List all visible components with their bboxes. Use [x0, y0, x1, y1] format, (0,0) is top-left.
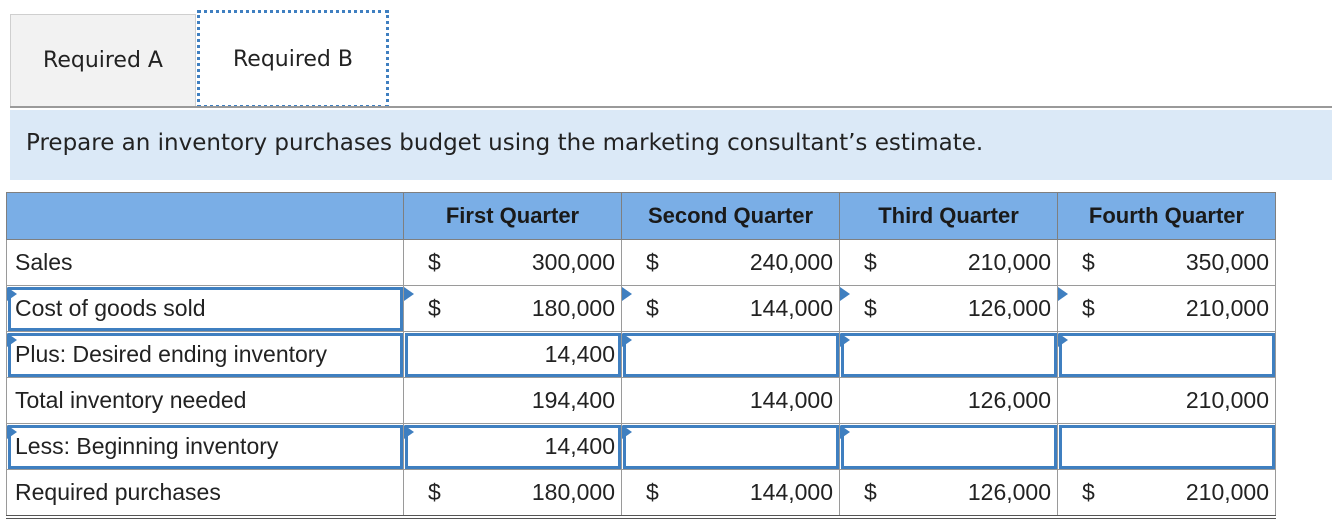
currency-symbol: $ — [864, 295, 877, 321]
currency-symbol: $ — [864, 479, 877, 505]
tab-required-b[interactable]: Required B — [197, 10, 389, 108]
header-third-quarter: Third Quarter — [839, 192, 1058, 240]
cell-value: 180,000 — [531, 295, 615, 321]
cell-value: 14,400 — [544, 433, 615, 459]
input-beginning-inventory-q3[interactable] — [839, 423, 1058, 470]
tab-bar: Required A Required B — [10, 10, 1332, 108]
cell-purchases-q1: $180,000 — [403, 469, 622, 519]
cell-value: 194,400 — [531, 387, 615, 413]
row-label-cost-of-goods-sold[interactable]: Cost of goods sold — [6, 285, 404, 332]
cell-purchases-q3: $126,000 — [839, 469, 1058, 519]
input-ending-inventory-q1[interactable]: 14,400 — [403, 331, 622, 378]
cell-value: 144,000 — [749, 295, 833, 321]
input-ending-inventory-q2[interactable] — [621, 331, 840, 378]
cell-value: 210,000 — [1185, 295, 1269, 321]
row-label-text: Plus: Desired ending inventory — [15, 341, 327, 367]
instruction-banner: Prepare an inventory purchases budget us… — [10, 110, 1332, 180]
row-label-total-inventory-needed: Total inventory needed — [6, 377, 404, 424]
table-row: Required purchases $180,000 $144,000 $12… — [6, 469, 1276, 519]
cell-sales-q2: $240,000 — [621, 239, 840, 286]
tab-divider — [10, 106, 1332, 108]
cell-cogs-q4[interactable]: $210,000 — [1057, 285, 1276, 332]
currency-symbol: $ — [646, 249, 659, 275]
cell-value: 144,000 — [749, 479, 833, 505]
cell-value: 126,000 — [967, 479, 1051, 505]
dropdown-marker-icon — [840, 425, 850, 439]
cell-value: 300,000 — [531, 249, 615, 275]
cell-value: 210,000 — [967, 249, 1051, 275]
cell-total-q2: 144,000 — [621, 377, 840, 424]
cell-total-q3: 126,000 — [839, 377, 1058, 424]
dropdown-marker-icon — [7, 425, 17, 439]
table-row: Sales $300,000 $240,000 $210,000 $350,00… — [6, 239, 1276, 286]
input-ending-inventory-q4[interactable] — [1057, 331, 1276, 378]
row-label-desired-ending-inventory[interactable]: Plus: Desired ending inventory — [6, 331, 404, 378]
input-beginning-inventory-q1[interactable]: 14,400 — [403, 423, 622, 470]
row-label-text: Cost of goods sold — [15, 295, 206, 321]
currency-symbol: $ — [428, 249, 441, 275]
tab-required-a[interactable]: Required A — [10, 14, 196, 106]
cell-sales-q4: $350,000 — [1057, 239, 1276, 286]
row-label-beginning-inventory[interactable]: Less: Beginning inventory — [6, 423, 404, 470]
header-blank — [6, 192, 404, 240]
cell-value: 210,000 — [1185, 479, 1269, 505]
row-label-sales: Sales — [6, 239, 404, 286]
cell-cogs-q1[interactable]: $180,000 — [403, 285, 622, 332]
table-row: Total inventory needed 194,400 144,000 1… — [6, 377, 1276, 424]
cell-value: 14,400 — [544, 341, 615, 367]
dropdown-marker-icon — [7, 287, 17, 301]
input-beginning-inventory-q2[interactable] — [621, 423, 840, 470]
currency-symbol: $ — [1082, 295, 1095, 321]
cell-value: 180,000 — [531, 479, 615, 505]
cell-value: 240,000 — [749, 249, 833, 275]
cell-purchases-q2: $144,000 — [621, 469, 840, 519]
dropdown-marker-icon — [622, 287, 632, 301]
header-fourth-quarter: Fourth Quarter — [1057, 192, 1276, 240]
cell-value: 350,000 — [1185, 249, 1269, 275]
dropdown-marker-icon — [840, 333, 850, 347]
dropdown-marker-icon — [404, 287, 414, 301]
cell-sales-q1: $300,000 — [403, 239, 622, 286]
input-beginning-inventory-q4[interactable] — [1057, 423, 1276, 470]
table-header-row: First Quarter Second Quarter Third Quart… — [6, 192, 1276, 240]
cell-cogs-q3[interactable]: $126,000 — [839, 285, 1058, 332]
table-row: Less: Beginning inventory 14,400 — [6, 423, 1276, 470]
row-label-required-purchases: Required purchases — [6, 469, 404, 519]
dropdown-marker-icon — [622, 425, 632, 439]
dropdown-marker-icon — [1058, 287, 1068, 301]
currency-symbol: $ — [1082, 479, 1095, 505]
dropdown-marker-icon — [404, 425, 414, 439]
cell-total-q4: 210,000 — [1057, 377, 1276, 424]
header-second-quarter: Second Quarter — [621, 192, 840, 240]
table-row: Cost of goods sold $180,000 $144,000 $12… — [6, 285, 1276, 332]
currency-symbol: $ — [864, 249, 877, 275]
currency-symbol: $ — [646, 479, 659, 505]
cell-sales-q3: $210,000 — [839, 239, 1058, 286]
currency-symbol: $ — [1082, 249, 1095, 275]
input-ending-inventory-q3[interactable] — [839, 331, 1058, 378]
header-first-quarter: First Quarter — [403, 192, 622, 240]
dropdown-marker-icon — [1058, 333, 1068, 347]
cell-value: 126,000 — [967, 387, 1051, 413]
currency-symbol: $ — [428, 295, 441, 321]
cell-purchases-q4: $210,000 — [1057, 469, 1276, 519]
inventory-purchases-budget-table: First Quarter Second Quarter Third Quart… — [6, 192, 1276, 519]
dropdown-marker-icon — [7, 333, 17, 347]
row-label-text: Less: Beginning inventory — [15, 433, 279, 459]
cell-value: 126,000 — [967, 295, 1051, 321]
table-row: Plus: Desired ending inventory 14,400 — [6, 331, 1276, 378]
cell-value: 144,000 — [749, 387, 833, 413]
cell-cogs-q2[interactable]: $144,000 — [621, 285, 840, 332]
dropdown-marker-icon — [622, 333, 632, 347]
currency-symbol: $ — [646, 295, 659, 321]
cell-total-q1: 194,400 — [403, 377, 622, 424]
currency-symbol: $ — [428, 479, 441, 505]
cell-value: 210,000 — [1185, 387, 1269, 413]
dropdown-marker-icon — [840, 287, 850, 301]
